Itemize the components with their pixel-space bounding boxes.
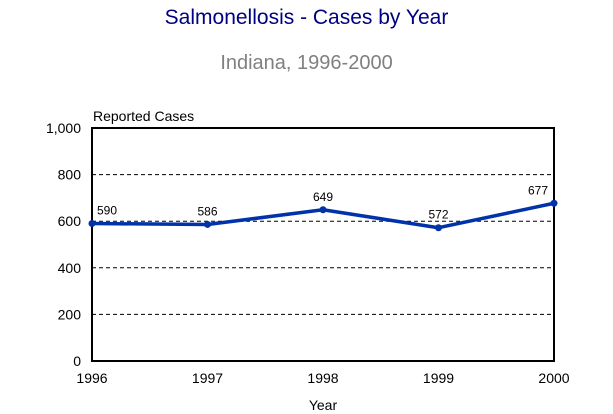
x-axis-label: Year	[309, 397, 338, 413]
chart-subtitle: Indiana, 1996-2000	[220, 52, 393, 74]
x-tick-label: 1998	[307, 370, 338, 386]
data-point	[204, 220, 211, 228]
data-label: 586	[197, 204, 217, 218]
data-point	[319, 206, 327, 214]
data-label: 649	[313, 190, 333, 204]
y-tick-label: 0	[73, 353, 81, 369]
x-tick-label: 1996	[76, 370, 107, 386]
y-tick-label: 1,000	[46, 120, 81, 136]
data-point	[88, 220, 96, 228]
x-tick-label: 2000	[538, 370, 569, 386]
data-point	[550, 199, 558, 207]
y-tick-label: 600	[58, 213, 82, 229]
chart-title: Salmonellosis - Cases by Year	[164, 6, 449, 29]
data-label: 677	[528, 183, 548, 197]
x-tick-label: 1999	[423, 370, 454, 386]
y-axis-label: Reported Cases	[93, 108, 194, 124]
data-label: 590	[97, 204, 117, 218]
y-tick-label: 200	[58, 306, 82, 322]
y-tick-label: 400	[58, 260, 82, 276]
plot-area-frame	[91, 127, 555, 362]
data-point	[435, 224, 442, 232]
data-label: 572	[428, 208, 448, 222]
y-tick-label: 800	[58, 167, 82, 183]
x-tick-label: 1997	[192, 370, 223, 386]
